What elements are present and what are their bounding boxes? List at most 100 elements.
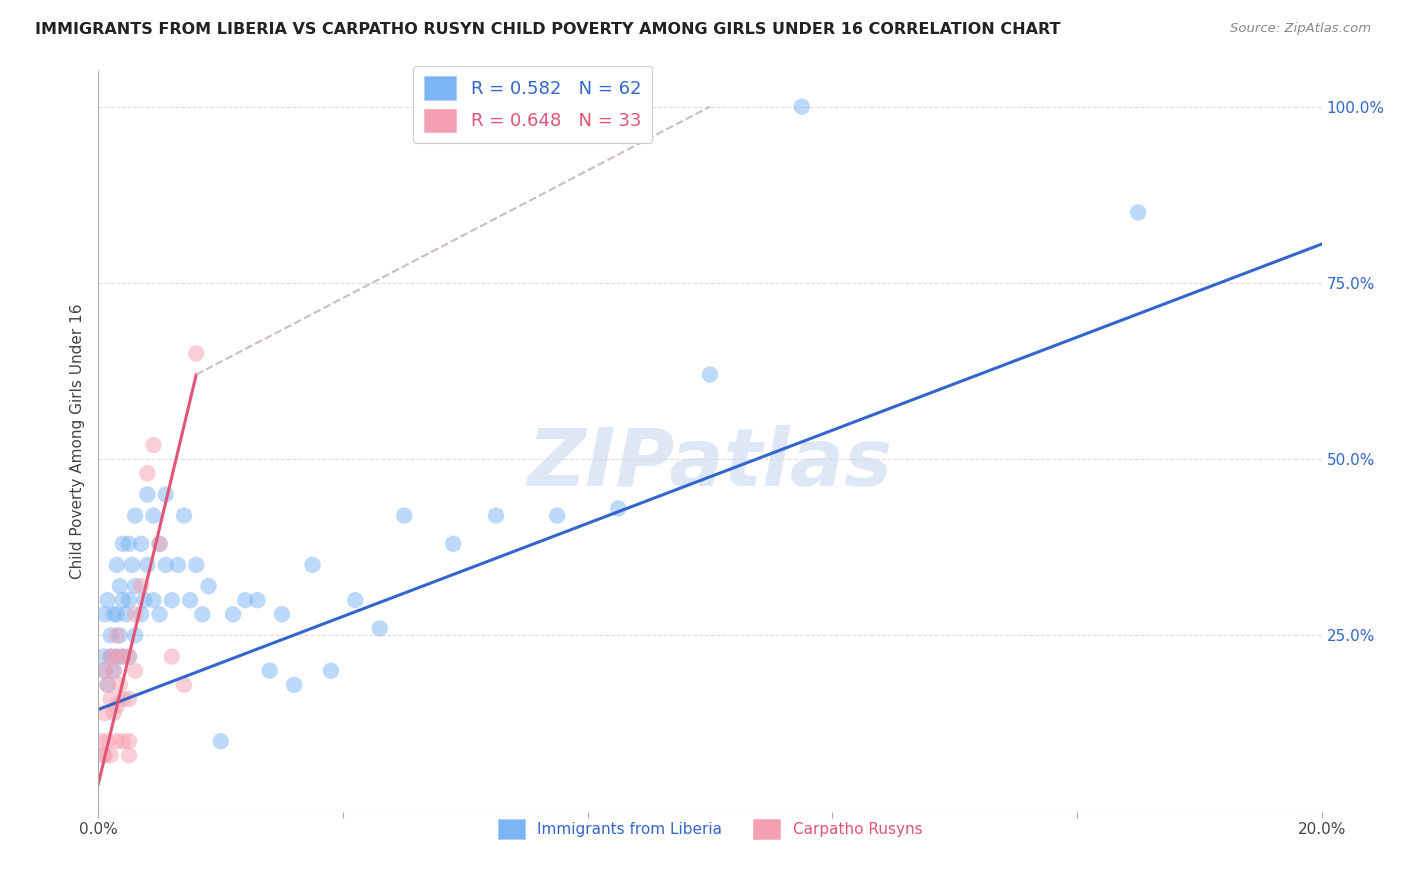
Point [111, 593, 134, 607]
Point [100, 628, 122, 642]
Point [93, 706, 115, 720]
Point [179, 593, 201, 607]
Point [699, 368, 721, 382]
Point [136, 487, 159, 501]
Point [93, 664, 115, 678]
Point [344, 593, 367, 607]
Point [118, 734, 141, 748]
Point [136, 558, 159, 572]
Point [134, 593, 156, 607]
Point [155, 487, 177, 501]
Point [103, 607, 125, 622]
Point [108, 628, 131, 642]
Point [118, 537, 141, 551]
Point [246, 593, 269, 607]
Point [129, 607, 152, 622]
Point [149, 607, 172, 622]
Point [209, 734, 232, 748]
Point [103, 706, 125, 720]
Point [108, 678, 131, 692]
Point [186, 346, 208, 360]
Point [259, 664, 281, 678]
Point [790, 100, 813, 114]
Point [283, 678, 305, 692]
Point [105, 628, 128, 642]
Point [105, 734, 128, 748]
Point [233, 593, 256, 607]
Legend: Immigrants from Liberia, Carpatho Rusyns: Immigrants from Liberia, Carpatho Rusyns [492, 813, 928, 845]
Point [118, 692, 141, 706]
Point [607, 501, 630, 516]
Point [124, 628, 146, 642]
Point [124, 508, 146, 523]
Point [546, 508, 568, 523]
Point [111, 537, 134, 551]
Point [186, 558, 208, 572]
Point [173, 678, 195, 692]
Point [105, 649, 128, 664]
Point [392, 508, 416, 523]
Point [124, 607, 146, 622]
Point [136, 467, 159, 481]
Point [197, 579, 219, 593]
Point [103, 664, 125, 678]
Point [160, 649, 183, 664]
Point [129, 537, 152, 551]
Point [93, 664, 115, 678]
Point [100, 649, 122, 664]
Point [100, 748, 122, 763]
Point [124, 664, 146, 678]
Point [103, 664, 125, 678]
Point [111, 692, 134, 706]
Point [160, 593, 183, 607]
Point [485, 508, 508, 523]
Point [142, 593, 165, 607]
Point [142, 508, 165, 523]
Point [173, 508, 195, 523]
Point [105, 607, 128, 622]
Point [368, 621, 391, 635]
Text: ZIPatlas: ZIPatlas [527, 425, 893, 503]
Point [111, 649, 134, 664]
Point [111, 734, 134, 748]
Point [167, 558, 190, 572]
Point [118, 649, 141, 664]
Point [105, 558, 128, 572]
Point [91, 748, 114, 763]
Point [97, 593, 120, 607]
Point [118, 593, 141, 607]
Point [100, 692, 122, 706]
Point [142, 438, 165, 452]
Point [91, 649, 114, 664]
Point [111, 649, 134, 664]
Point [97, 734, 120, 748]
Point [441, 537, 464, 551]
Point [105, 698, 128, 713]
Point [191, 607, 214, 622]
Point [155, 558, 177, 572]
Point [319, 664, 342, 678]
Point [97, 678, 120, 692]
Point [1128, 205, 1150, 219]
Point [149, 537, 172, 551]
Point [149, 537, 172, 551]
Point [301, 558, 323, 572]
Point [129, 579, 152, 593]
Point [90, 734, 112, 748]
Point [222, 607, 245, 622]
Y-axis label: Child Poverty Among Girls Under 16: Child Poverty Among Girls Under 16 [69, 304, 84, 579]
Point [93, 748, 115, 763]
Point [115, 607, 138, 622]
Point [270, 607, 292, 622]
Point [118, 748, 141, 763]
Text: IMMIGRANTS FROM LIBERIA VS CARPATHO RUSYN CHILD POVERTY AMONG GIRLS UNDER 16 COR: IMMIGRANTS FROM LIBERIA VS CARPATHO RUSY… [35, 22, 1060, 37]
Point [105, 649, 128, 664]
Point [118, 649, 141, 664]
Text: Source: ZipAtlas.com: Source: ZipAtlas.com [1230, 22, 1371, 36]
Point [93, 607, 115, 622]
Point [97, 678, 120, 692]
Point [121, 558, 143, 572]
Point [100, 649, 122, 664]
Point [108, 579, 131, 593]
Point [124, 579, 146, 593]
